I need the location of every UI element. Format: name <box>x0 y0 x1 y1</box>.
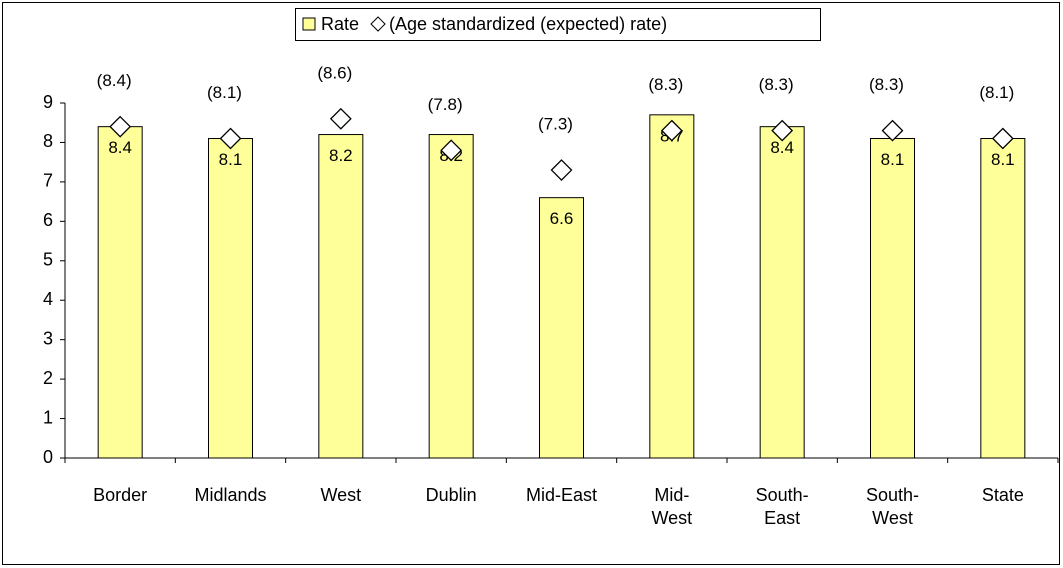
marker <box>219 127 242 150</box>
legend-label: Rate <box>321 14 359 34</box>
marker <box>881 119 904 142</box>
marker <box>991 127 1014 150</box>
bar <box>208 138 253 459</box>
bar <box>870 138 915 459</box>
data-label: (8.1) <box>979 83 1014 102</box>
y-tick-label: 1 <box>43 407 53 427</box>
marker <box>440 139 463 162</box>
data-label: (8.3) <box>648 75 683 94</box>
x-tick-label: South- East <box>755 485 809 528</box>
data-label: 8.4 <box>770 138 794 157</box>
y-tick-label: 9 <box>43 92 53 112</box>
data-label: (8.3) <box>869 75 904 94</box>
y-tick-label: 4 <box>43 289 53 309</box>
data-label: 8.1 <box>219 150 243 169</box>
bar <box>649 114 695 459</box>
bar <box>428 134 474 459</box>
data-label: 8.1 <box>991 150 1015 169</box>
legend-swatch <box>302 17 316 31</box>
x-tick-label: West <box>320 485 362 505</box>
marker <box>109 115 132 138</box>
data-label: (7.3) <box>538 115 573 134</box>
data-label: (8.4) <box>97 71 132 90</box>
marker <box>771 119 794 142</box>
y-tick-label: 8 <box>43 131 53 151</box>
y-tick-label: 5 <box>43 250 53 270</box>
data-label: 8.4 <box>108 138 132 157</box>
data-label: (7.8) <box>428 95 463 114</box>
data-label: (8.6) <box>317 63 352 82</box>
data-label: (8.1) <box>207 83 242 102</box>
marker <box>329 107 352 130</box>
x-tick-label: Mid- West <box>651 485 693 528</box>
bar <box>318 134 364 459</box>
x-tick-label: South- West <box>865 485 920 528</box>
y-tick-label: 3 <box>43 328 53 348</box>
x-tick-label: Border <box>93 485 148 505</box>
data-label: 8.2 <box>329 146 353 165</box>
data-label: (8.3) <box>759 75 794 94</box>
y-tick-label: 2 <box>43 368 53 388</box>
y-tick-label: 0 <box>43 447 53 467</box>
bar <box>980 138 1026 459</box>
x-tick-label: State <box>981 485 1024 505</box>
bar <box>539 197 584 459</box>
legend-label: (Age standardized (expected) rate) <box>389 14 667 34</box>
x-tick-label: Midlands <box>194 485 267 505</box>
x-tick-label: Dublin <box>425 485 477 505</box>
y-tick-label: 7 <box>43 171 53 191</box>
bar <box>759 126 805 459</box>
x-tick-label: Mid-East <box>525 485 597 505</box>
marker <box>550 159 573 181</box>
data-label: 8.1 <box>881 150 905 169</box>
bar <box>97 126 143 459</box>
legend-marker <box>370 16 386 32</box>
y-tick-label: 6 <box>43 210 53 230</box>
marker <box>660 119 683 142</box>
data-label: 6.6 <box>550 209 574 228</box>
